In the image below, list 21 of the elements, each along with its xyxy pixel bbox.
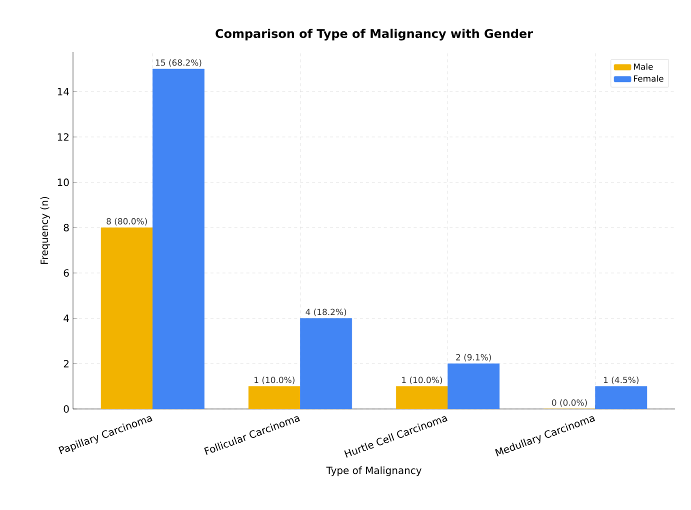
y-tick-label: 0 bbox=[64, 405, 69, 413]
chart-title: Comparison of Type of Malignancy with Gender bbox=[216, 28, 533, 40]
y-tick-label: 14 bbox=[58, 88, 69, 96]
data-label: 8 (80.0%) bbox=[106, 218, 147, 226]
legend-label: Female bbox=[634, 75, 664, 82]
data-label: 1 (10.0%) bbox=[254, 376, 294, 384]
legend-label: Male bbox=[634, 63, 653, 70]
data-label: 1 (4.5%) bbox=[604, 376, 639, 384]
y-tick-label: 2 bbox=[64, 360, 68, 368]
data-label: 1 (10.0%) bbox=[402, 376, 442, 384]
data-label: 2 (9.1%) bbox=[456, 354, 491, 362]
y-tick-label: 10 bbox=[58, 178, 69, 186]
y-tick-label: 12 bbox=[58, 133, 68, 141]
y-tick-label: 4 bbox=[64, 314, 69, 322]
y-tick-label: 6 bbox=[64, 269, 69, 277]
x-axis-title: Type of Malignancy bbox=[326, 466, 422, 476]
y-axis-title: Frequency (n) bbox=[40, 196, 50, 264]
data-label: 0 (0.0%) bbox=[552, 399, 587, 407]
y-tick-label: 8 bbox=[64, 224, 69, 232]
data-label: 4 (18.2%) bbox=[306, 308, 346, 316]
data-label: 15 (68.2%) bbox=[156, 59, 202, 67]
